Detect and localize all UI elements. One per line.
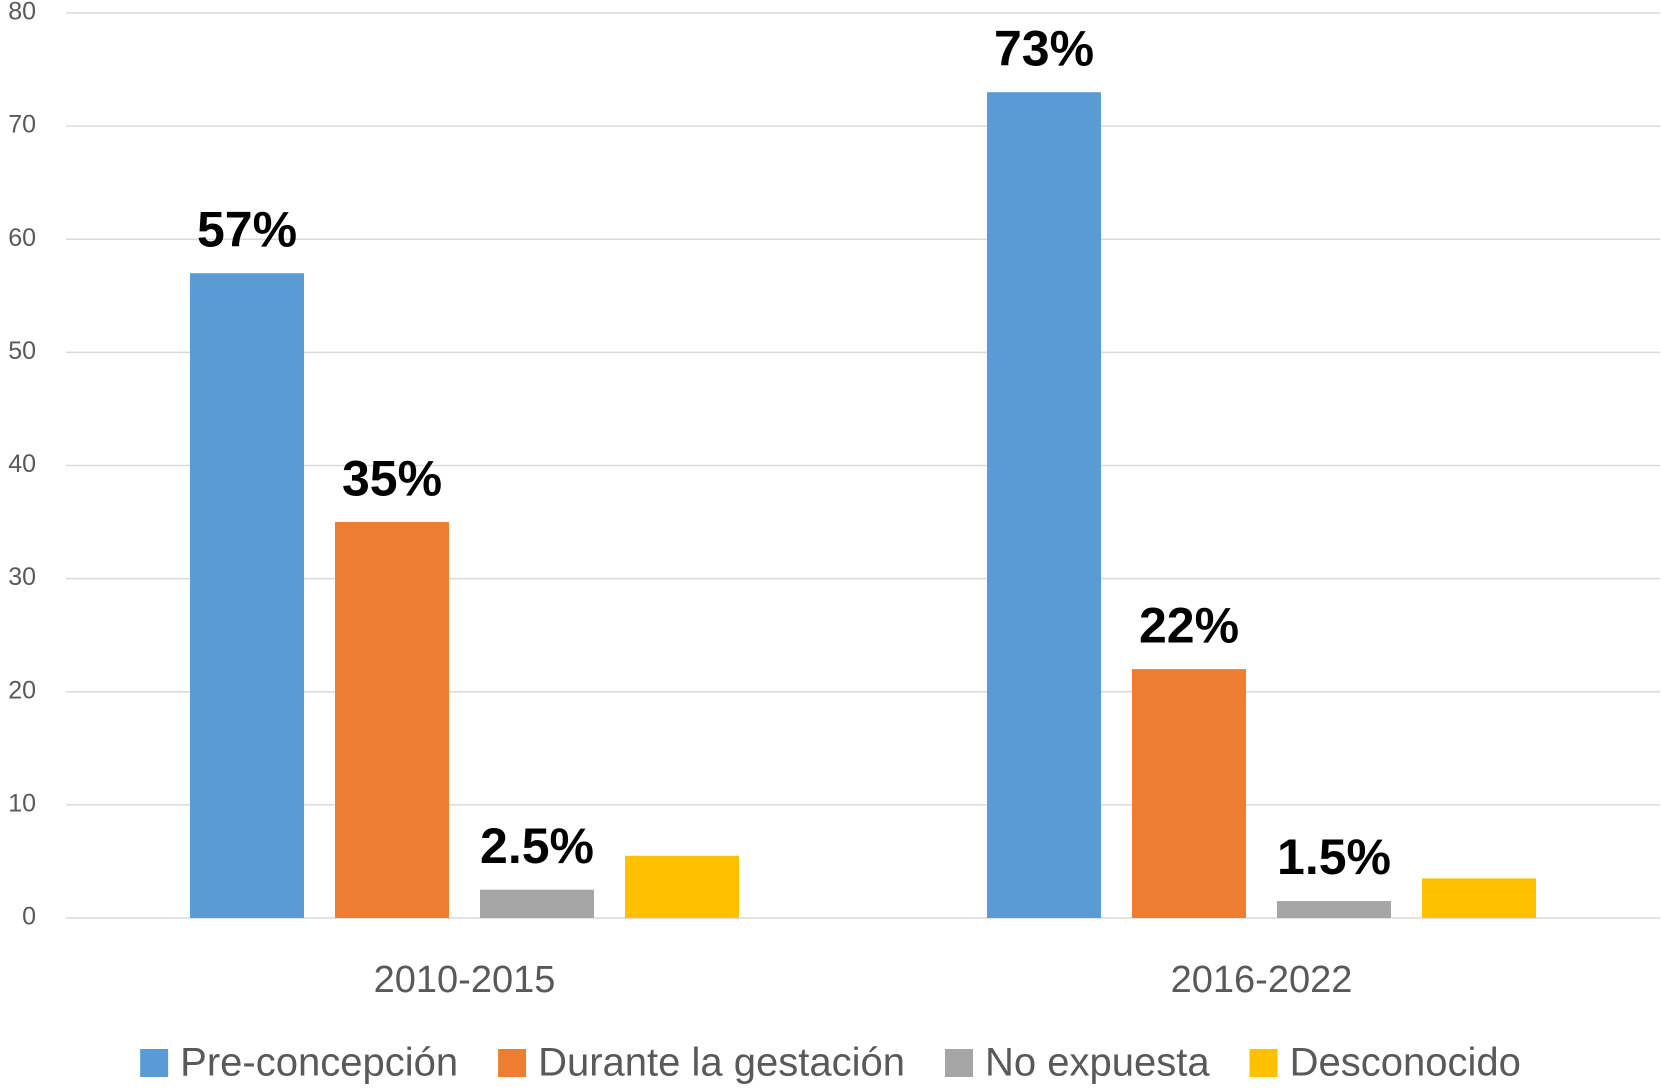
x-tick-label: 2010-2015 <box>374 959 556 1001</box>
y-tick-label: 20 <box>8 676 36 704</box>
bar <box>480 889 594 918</box>
y-tick-label: 70 <box>8 111 36 139</box>
bar <box>1422 878 1536 918</box>
y-tick-label: 60 <box>8 224 36 252</box>
bar <box>1277 901 1391 918</box>
y-tick-label: 40 <box>8 450 36 478</box>
legend-swatch <box>1249 1049 1278 1077</box>
bar <box>335 522 449 918</box>
legend-swatch <box>945 1049 973 1077</box>
bar <box>625 855 739 918</box>
bar <box>987 92 1101 918</box>
data-label: 22% <box>1139 597 1239 653</box>
bar <box>190 273 304 918</box>
legend-swatch <box>140 1049 169 1077</box>
y-tick-label: 30 <box>8 563 36 591</box>
y-tick-label: 50 <box>8 337 36 365</box>
legend-label: Pre-concepción <box>180 1041 458 1085</box>
y-tick-label: 10 <box>8 789 36 817</box>
y-tick-label: 80 <box>8 0 36 26</box>
legend-label: Desconocido <box>1290 1041 1521 1085</box>
y-tick-label: 0 <box>22 903 36 931</box>
data-label: 1.5% <box>1277 829 1391 885</box>
data-label: 2.5% <box>480 818 594 874</box>
data-label: 73% <box>994 20 1094 76</box>
data-label: 57% <box>197 201 297 257</box>
data-label: 35% <box>342 450 442 506</box>
legend-swatch <box>498 1049 527 1077</box>
legend-label: Durante la gestación <box>538 1041 905 1085</box>
legend-label: No expuesta <box>985 1041 1210 1085</box>
x-tick-label: 2016-2022 <box>1171 959 1353 1001</box>
bar <box>1132 669 1246 918</box>
